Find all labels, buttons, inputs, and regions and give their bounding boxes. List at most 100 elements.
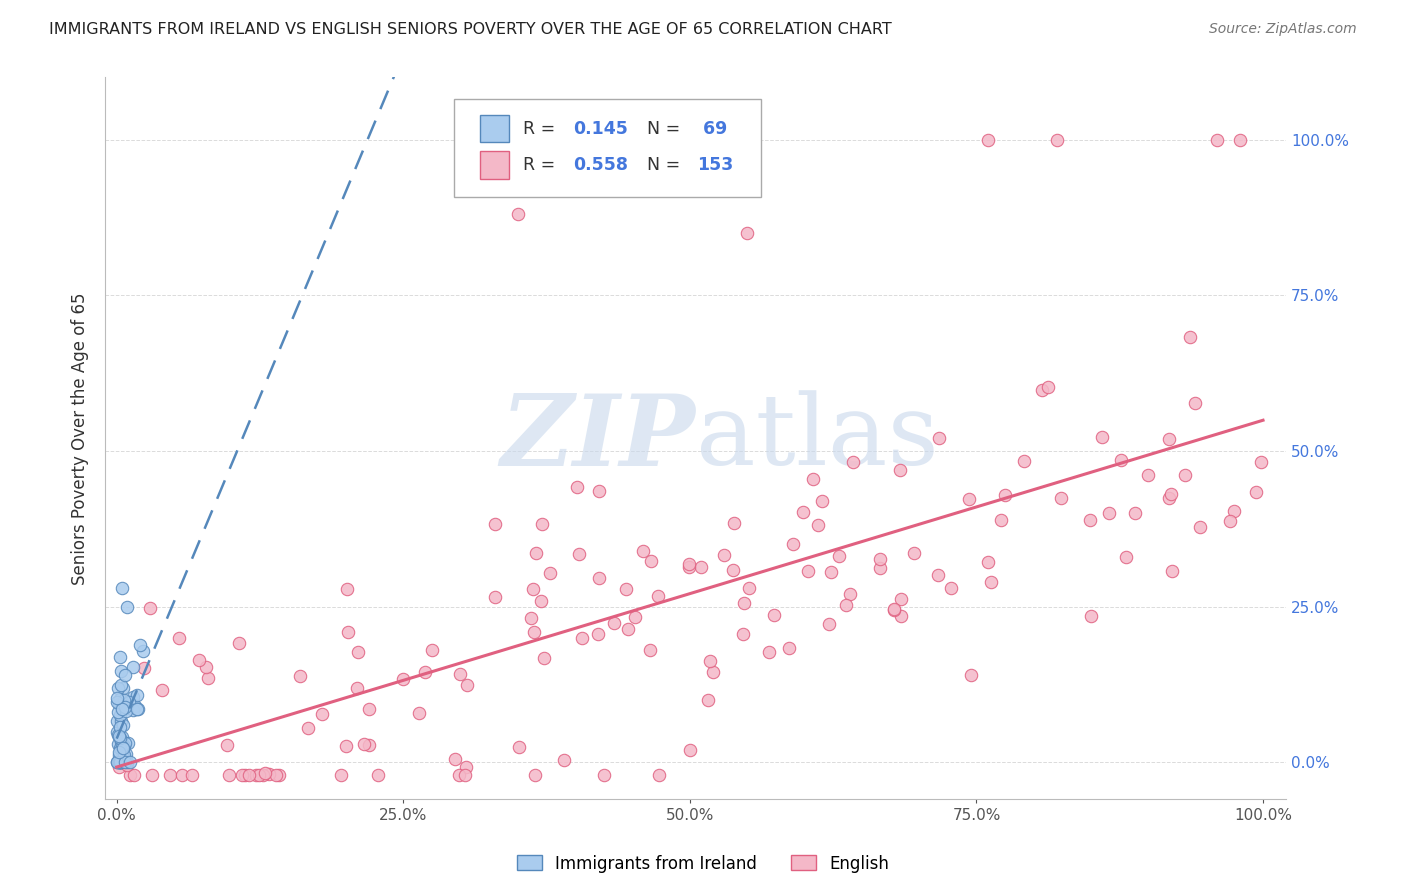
Point [869,560,891,574]
Point [110,734,132,748]
Point [456,678,478,692]
Point [1036,380,1059,394]
Point [218,767,240,781]
Point [115,755,138,769]
Point [297,721,319,735]
Legend: Immigrants from Ireland, English: Immigrants from Ireland, English [510,848,896,880]
Point [568,547,591,561]
Point [1078,513,1101,527]
Point [347,645,370,659]
Point [678,560,700,574]
Point [1109,452,1132,467]
Point [524,546,547,560]
Point [247,767,270,781]
Text: R =: R = [523,156,561,174]
FancyBboxPatch shape [479,151,509,178]
Point [565,480,588,494]
Point [108,650,131,665]
Point [110,740,132,755]
Point [647,589,669,603]
Point [889,462,911,476]
Point [1080,609,1102,624]
Point [723,516,745,530]
Point [197,672,219,686]
Point [977,555,1000,569]
Point [778,641,800,656]
Point [484,517,506,532]
Point [112,748,135,763]
Point [530,594,553,608]
Point [1178,330,1201,344]
Point [454,767,477,781]
Point [890,609,912,624]
Point [114,668,136,682]
Point [108,707,131,722]
Point [132,644,155,658]
Point [1189,520,1212,534]
Text: N =: N = [647,120,686,137]
Point [115,599,138,614]
Point [980,575,1002,590]
Point [357,738,380,752]
Point [586,627,609,641]
Point [124,698,146,713]
Point [408,706,430,721]
Point [111,730,134,744]
Text: 0.558: 0.558 [572,156,628,174]
Point [187,653,209,667]
Point [108,755,131,769]
Y-axis label: Seniors Poverty Over the Age of 65: Seniors Poverty Over the Age of 65 [72,293,89,584]
Point [107,728,129,742]
Point [531,516,554,531]
Point [413,665,436,679]
Point [267,767,290,781]
Text: IMMIGRANTS FROM IRELAND VS ENGLISH SENIORS POVERTY OVER THE AGE OF 65 CORRELATIO: IMMIGRANTS FROM IRELAND VS ENGLISH SENIO… [49,22,891,37]
Point [1031,383,1053,397]
Point [335,739,357,754]
Point [1244,485,1267,500]
Point [1250,455,1272,469]
Point [738,582,761,596]
Point [927,568,949,582]
Point [107,760,129,774]
Point [359,702,381,716]
Point [1174,468,1197,483]
Point [422,642,444,657]
Point [713,548,735,562]
Point [111,581,134,595]
Point [731,627,754,641]
Point [735,226,758,240]
Point [1137,467,1160,482]
Point [311,706,333,721]
Point [960,668,983,682]
Point [939,581,962,595]
Point [1219,514,1241,528]
Point [105,714,128,729]
Point [617,622,640,636]
Point [110,755,132,769]
Point [108,755,131,769]
Point [108,697,131,711]
Point [811,494,834,508]
Point [990,513,1012,527]
Point [231,767,253,781]
Point [835,598,858,612]
Point [1161,564,1184,578]
Point [110,678,132,692]
Point [114,736,136,750]
Point [803,472,825,486]
Point [449,767,471,781]
Point [114,751,136,765]
Point [118,755,141,769]
Point [336,582,359,597]
Point [603,615,626,630]
Point [1160,487,1182,501]
Point [118,695,141,709]
Point [127,702,149,716]
Point [538,566,561,580]
Point [522,582,544,596]
Point [115,704,138,718]
Point [110,755,132,769]
Point [114,747,136,761]
Point [1157,491,1180,505]
